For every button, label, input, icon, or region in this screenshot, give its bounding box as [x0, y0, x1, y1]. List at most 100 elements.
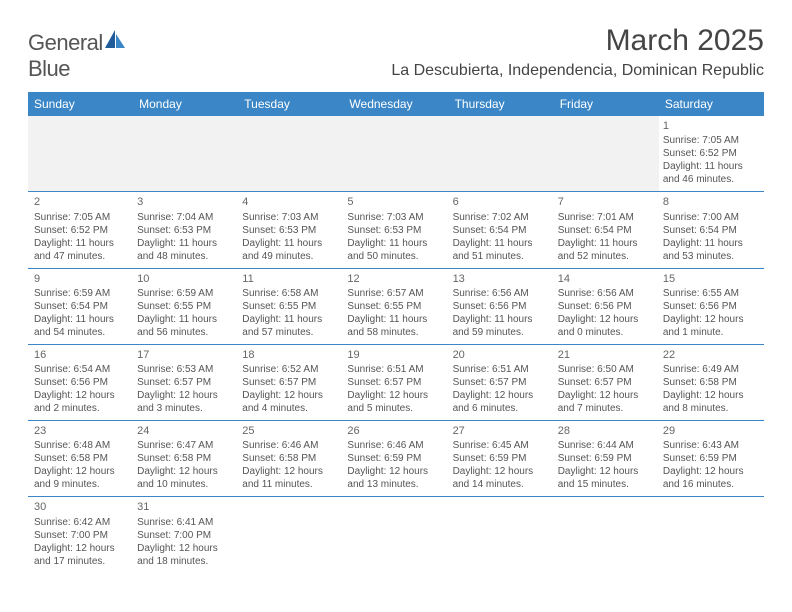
sunrise-text: Sunrise: 6:59 AM: [34, 287, 129, 300]
sunset-text: Sunset: 6:59 PM: [558, 452, 655, 465]
calendar-cell-empty: [554, 116, 659, 192]
day-number: 8: [663, 195, 760, 209]
sunrise-text: Sunrise: 6:43 AM: [663, 439, 760, 452]
day-number: 27: [453, 424, 550, 438]
day-header: Saturday: [659, 92, 764, 116]
daylight-text: Daylight: 12 hours and 11 minutes.: [242, 465, 339, 491]
sunset-text: Sunset: 6:53 PM: [347, 224, 444, 237]
day-header: Thursday: [449, 92, 554, 116]
sunset-text: Sunset: 6:58 PM: [242, 452, 339, 465]
daylight-text: Daylight: 12 hours and 10 minutes.: [137, 465, 234, 491]
month-title: March 2025: [391, 24, 764, 58]
day-header: Tuesday: [238, 92, 343, 116]
sunrise-text: Sunrise: 6:45 AM: [453, 439, 550, 452]
sunrise-text: Sunrise: 6:55 AM: [663, 287, 760, 300]
sunset-text: Sunset: 6:58 PM: [663, 376, 760, 389]
sunrise-text: Sunrise: 6:41 AM: [137, 516, 234, 529]
calendar-cell: 15Sunrise: 6:55 AMSunset: 6:56 PMDayligh…: [659, 268, 764, 344]
calendar-cell: 11Sunrise: 6:58 AMSunset: 6:55 PMDayligh…: [238, 268, 343, 344]
day-header: Monday: [133, 92, 238, 116]
day-number: 4: [242, 195, 339, 209]
sunset-text: Sunset: 6:57 PM: [558, 376, 655, 389]
sunrise-text: Sunrise: 6:47 AM: [137, 439, 234, 452]
day-number: 30: [34, 500, 129, 514]
calendar-row: 2Sunrise: 7:05 AMSunset: 6:52 PMDaylight…: [28, 192, 764, 268]
sunset-text: Sunset: 6:54 PM: [663, 224, 760, 237]
daylight-text: Daylight: 11 hours and 58 minutes.: [347, 313, 444, 339]
day-header: Wednesday: [343, 92, 448, 116]
day-number: 26: [347, 424, 444, 438]
sunrise-text: Sunrise: 6:46 AM: [242, 439, 339, 452]
daylight-text: Daylight: 12 hours and 0 minutes.: [558, 313, 655, 339]
sunset-text: Sunset: 6:57 PM: [137, 376, 234, 389]
sunrise-text: Sunrise: 7:00 AM: [663, 211, 760, 224]
calendar-cell: 1Sunrise: 7:05 AMSunset: 6:52 PMDaylight…: [659, 116, 764, 192]
calendar-cell: 25Sunrise: 6:46 AMSunset: 6:58 PMDayligh…: [238, 421, 343, 497]
calendar-row: 23Sunrise: 6:48 AMSunset: 6:58 PMDayligh…: [28, 421, 764, 497]
sunrise-text: Sunrise: 6:49 AM: [663, 363, 760, 376]
sunrise-text: Sunrise: 6:57 AM: [347, 287, 444, 300]
calendar-cell: 8Sunrise: 7:00 AMSunset: 6:54 PMDaylight…: [659, 192, 764, 268]
sunset-text: Sunset: 6:59 PM: [453, 452, 550, 465]
calendar-cell: 12Sunrise: 6:57 AMSunset: 6:55 PMDayligh…: [343, 268, 448, 344]
sunset-text: Sunset: 6:52 PM: [34, 224, 129, 237]
day-number: 20: [453, 348, 550, 362]
calendar-cell-empty: [449, 497, 554, 573]
title-block: March 2025 La Descubierta, Independencia…: [391, 24, 764, 80]
day-number: 17: [137, 348, 234, 362]
sunset-text: Sunset: 6:54 PM: [558, 224, 655, 237]
sunrise-text: Sunrise: 7:03 AM: [242, 211, 339, 224]
daylight-text: Daylight: 11 hours and 52 minutes.: [558, 237, 655, 263]
sunset-text: Sunset: 6:56 PM: [558, 300, 655, 313]
calendar-row: 30Sunrise: 6:42 AMSunset: 7:00 PMDayligh…: [28, 497, 764, 573]
calendar-cell: 21Sunrise: 6:50 AMSunset: 6:57 PMDayligh…: [554, 344, 659, 420]
logo-prefix: General: [28, 30, 103, 55]
sunrise-text: Sunrise: 6:56 AM: [558, 287, 655, 300]
day-number: 31: [137, 500, 234, 514]
logo-sail-icon: [105, 30, 127, 56]
daylight-text: Daylight: 11 hours and 50 minutes.: [347, 237, 444, 263]
sunset-text: Sunset: 6:53 PM: [242, 224, 339, 237]
sunrise-text: Sunrise: 6:48 AM: [34, 439, 129, 452]
day-number: 6: [453, 195, 550, 209]
daylight-text: Daylight: 11 hours and 46 minutes.: [663, 160, 760, 186]
calendar-cell: 22Sunrise: 6:49 AMSunset: 6:58 PMDayligh…: [659, 344, 764, 420]
sunset-text: Sunset: 7:00 PM: [137, 529, 234, 542]
sunrise-text: Sunrise: 6:59 AM: [137, 287, 234, 300]
sunset-text: Sunset: 6:59 PM: [663, 452, 760, 465]
calendar-cell: 26Sunrise: 6:46 AMSunset: 6:59 PMDayligh…: [343, 421, 448, 497]
day-header: Friday: [554, 92, 659, 116]
daylight-text: Daylight: 12 hours and 16 minutes.: [663, 465, 760, 491]
sunrise-text: Sunrise: 6:53 AM: [137, 363, 234, 376]
daylight-text: Daylight: 12 hours and 4 minutes.: [242, 389, 339, 415]
calendar-cell: 27Sunrise: 6:45 AMSunset: 6:59 PMDayligh…: [449, 421, 554, 497]
sunset-text: Sunset: 6:52 PM: [663, 147, 760, 160]
sunset-text: Sunset: 6:54 PM: [34, 300, 129, 313]
calendar-cell: 29Sunrise: 6:43 AMSunset: 6:59 PMDayligh…: [659, 421, 764, 497]
sunrise-text: Sunrise: 7:04 AM: [137, 211, 234, 224]
day-number: 28: [558, 424, 655, 438]
day-number: 1: [663, 119, 760, 133]
sunset-text: Sunset: 6:55 PM: [137, 300, 234, 313]
sunset-text: Sunset: 6:53 PM: [137, 224, 234, 237]
day-header: Sunday: [28, 92, 133, 116]
sunset-text: Sunset: 6:55 PM: [242, 300, 339, 313]
daylight-text: Daylight: 12 hours and 18 minutes.: [137, 542, 234, 568]
calendar-cell: 2Sunrise: 7:05 AMSunset: 6:52 PMDaylight…: [28, 192, 133, 268]
calendar-cell-empty: [343, 116, 448, 192]
logo: GeneralBlue: [28, 30, 127, 82]
sunset-text: Sunset: 6:58 PM: [137, 452, 234, 465]
daylight-text: Daylight: 12 hours and 2 minutes.: [34, 389, 129, 415]
day-number: 18: [242, 348, 339, 362]
calendar-row: 1Sunrise: 7:05 AMSunset: 6:52 PMDaylight…: [28, 116, 764, 192]
calendar-cell: 19Sunrise: 6:51 AMSunset: 6:57 PMDayligh…: [343, 344, 448, 420]
day-number: 3: [137, 195, 234, 209]
sunset-text: Sunset: 6:59 PM: [347, 452, 444, 465]
daylight-text: Daylight: 11 hours and 49 minutes.: [242, 237, 339, 263]
sunrise-text: Sunrise: 6:44 AM: [558, 439, 655, 452]
calendar-cell: 3Sunrise: 7:04 AMSunset: 6:53 PMDaylight…: [133, 192, 238, 268]
daylight-text: Daylight: 11 hours and 56 minutes.: [137, 313, 234, 339]
day-number: 13: [453, 272, 550, 286]
sunrise-text: Sunrise: 7:01 AM: [558, 211, 655, 224]
daylight-text: Daylight: 12 hours and 15 minutes.: [558, 465, 655, 491]
